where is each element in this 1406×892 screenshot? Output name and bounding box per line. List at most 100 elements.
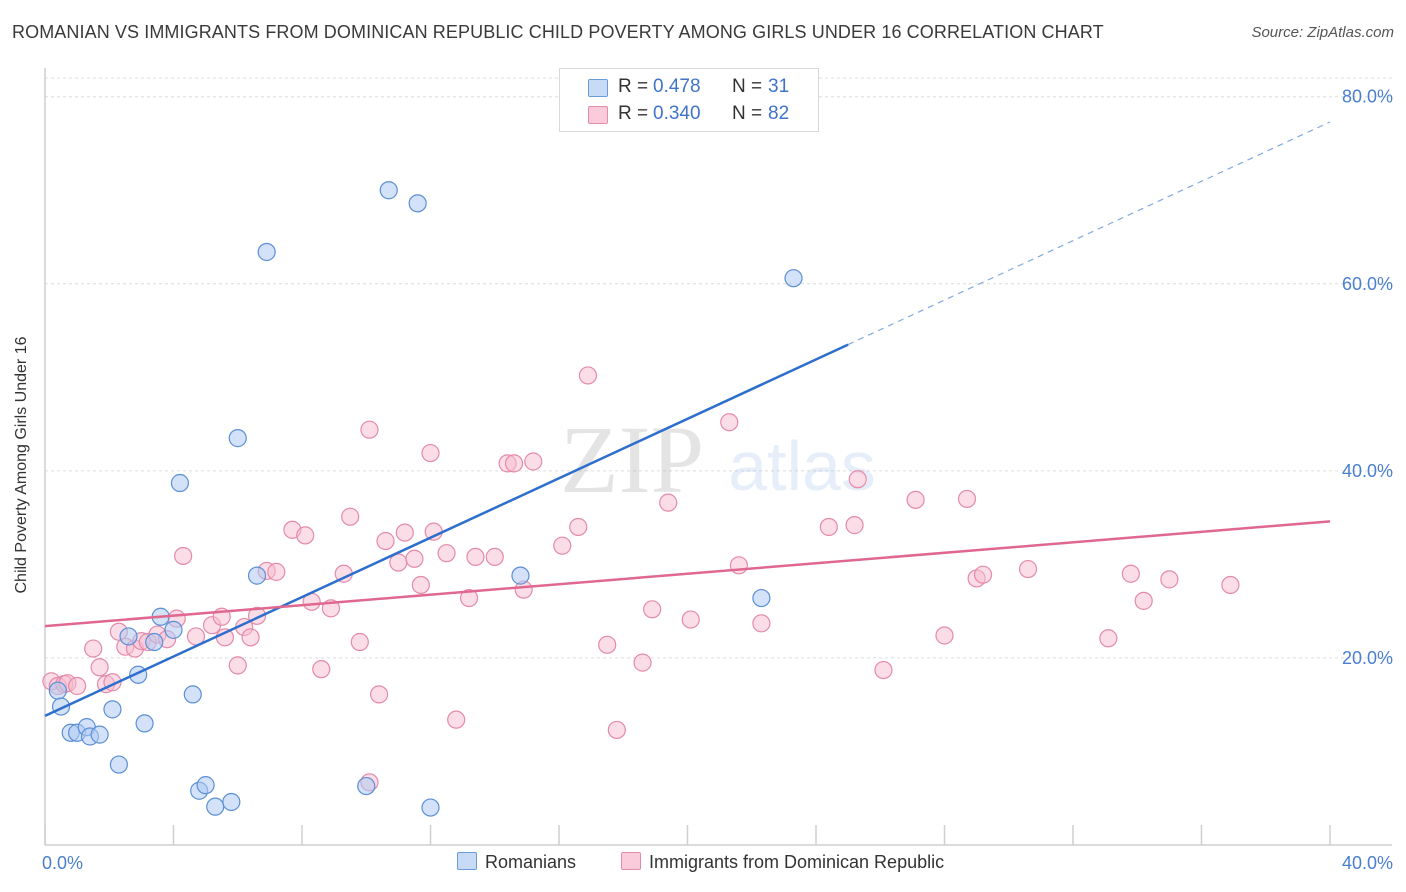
romanian-point [257, 242, 276, 262]
dominican-point [1018, 559, 1038, 579]
watermark-atlas: atlas [728, 427, 876, 505]
x-tick-label: 40.0% [1342, 853, 1393, 873]
bottom-legend-dominican: Immigrants from Dominican Republic [621, 852, 944, 873]
x-tick-label: 0.0% [42, 853, 83, 873]
romanian-point [196, 776, 215, 795]
dominican-point [1221, 575, 1240, 595]
romanian-point [421, 798, 440, 817]
dominican-point [1134, 591, 1153, 610]
dominican-point [466, 547, 485, 567]
dominican-point [973, 565, 993, 584]
dominican-point [447, 710, 466, 729]
dominican-point [848, 470, 867, 489]
romanian-point [228, 429, 247, 448]
dominican-point [437, 544, 456, 563]
dominican-point [720, 413, 739, 432]
y-axis-label: Child Poverty Among Girls Under 16 [13, 336, 30, 594]
romanian-point [164, 620, 183, 639]
source-credit: Source: ZipAtlas.com [1251, 24, 1394, 41]
legend-swatch-romanians [588, 79, 608, 97]
dominican-point [845, 516, 864, 535]
dominican-point [569, 517, 588, 537]
dominican-point [376, 531, 395, 551]
dominican-point [607, 720, 626, 740]
dominican-point [643, 600, 662, 619]
dominican-point [296, 526, 315, 545]
dominican-point [459, 588, 479, 608]
legend-r-label: R = [618, 76, 649, 97]
romanian-points [48, 181, 803, 817]
romanian-trend-line [44, 343, 849, 718]
dominican-trend-line [44, 520, 1331, 628]
watermark-zip: ZIP [560, 406, 704, 513]
dominican-point [395, 523, 414, 542]
dominican-point [598, 635, 617, 654]
dominican-point [633, 653, 652, 672]
romanian-point [222, 792, 241, 812]
legend-n-label: N = [732, 103, 763, 124]
dominican-point [524, 452, 543, 471]
dominican-point [228, 656, 247, 675]
bottom-legend-swatch-romanians [457, 852, 477, 870]
dominican-point [68, 676, 87, 696]
romanian-point [135, 714, 154, 733]
dominican-point [553, 536, 572, 555]
dominican-point [84, 639, 103, 658]
romanian-point [103, 700, 122, 719]
romanian-point [357, 776, 376, 796]
romanian-point [511, 566, 530, 585]
romanian-point [206, 797, 225, 816]
dominican-point [174, 546, 193, 566]
legend-row-dominican: R = 0.340 N = 82 [560, 100, 818, 128]
romanian-point [379, 181, 398, 200]
dominican-point [1121, 564, 1140, 583]
legend-n-value-dominican: 82 [768, 103, 790, 124]
y-tick-label: 60.0% [1342, 274, 1393, 294]
y-tick-label: 20.0% [1342, 648, 1393, 668]
legend-n-label: N = [732, 76, 763, 97]
watermark: ZIP atlas [560, 406, 876, 513]
legend-swatch-dominican [588, 106, 608, 124]
romanian-point [408, 194, 427, 213]
dominican-point [350, 632, 369, 652]
bottom-legend-swatch-dominican [621, 852, 641, 870]
axes [44, 68, 1392, 846]
dominican-point [360, 420, 379, 439]
romanian-point [90, 725, 109, 744]
dominican-point [874, 660, 893, 680]
dominican-point [935, 626, 954, 645]
legend-r-label: R = [618, 103, 649, 124]
romanian-point [109, 755, 128, 774]
dominican-point [341, 507, 360, 526]
dominican-point [819, 517, 838, 537]
dominican-point [370, 685, 389, 704]
y-axis-label-wrap: Child Poverty Among Girls Under 16 [2, 337, 42, 594]
dominican-point [578, 366, 598, 385]
romanian-point [145, 632, 164, 652]
dominican-point [90, 658, 109, 677]
bottom-legend-label-dominican: Immigrants from Dominican Republic [649, 852, 945, 872]
dominican-point [957, 489, 977, 509]
chart-title: ROMANIAN VS IMMIGRANTS FROM DOMINICAN RE… [12, 22, 1104, 42]
dominican-point [752, 614, 771, 633]
dominican-point [485, 547, 504, 567]
trend-lines [44, 121, 1331, 718]
dominican-point [1099, 629, 1118, 648]
dominican-point [267, 562, 286, 581]
y-tick-label: 80.0% [1342, 87, 1393, 107]
romanian-point [752, 588, 771, 608]
legend-r-value-romanians: 0.478 [653, 76, 701, 97]
bottom-legend-romanians: Romanians [457, 852, 576, 873]
dominican-point [411, 575, 430, 595]
dominican-point [241, 628, 260, 647]
romanian-point [170, 473, 190, 493]
romanian-point [48, 681, 67, 700]
dominican-point [681, 610, 700, 629]
tick-labels: 20.0% 40.0% 60.0% 80.0% 0.0% 40.0% [42, 87, 1393, 873]
dominican-point [1160, 570, 1179, 589]
bottom-legend-label-romanians: Romanians [485, 852, 577, 872]
dominican-point [421, 443, 440, 463]
dominican-point [504, 454, 524, 473]
dominican-point [405, 549, 424, 568]
